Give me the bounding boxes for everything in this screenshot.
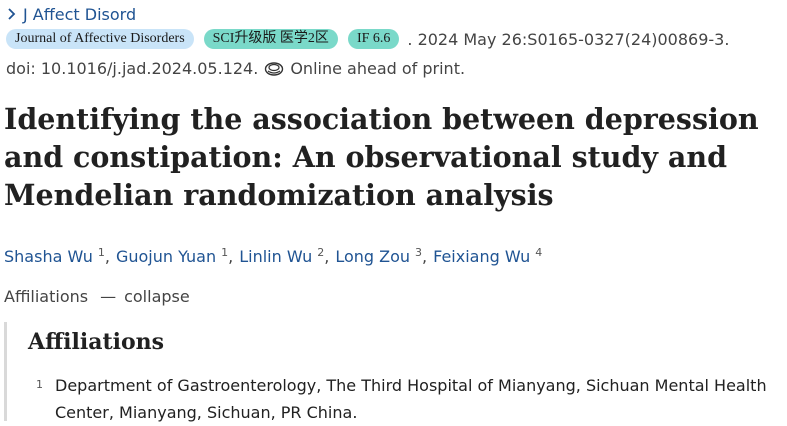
journal-link[interactable]: J Affect Disord	[6, 4, 136, 24]
author-affiliation-ref[interactable]: 4	[535, 246, 543, 259]
author-link[interactable]: Linlin Wu	[239, 247, 313, 266]
doi-row: doi: 10.1016/j.jad.2024.05.124. Online a…	[6, 57, 465, 79]
affiliation-text: Department of Gastroenterology, The Thir…	[55, 376, 767, 422]
author-link[interactable]: Feixiang Wu	[433, 247, 531, 266]
affiliations-toggle[interactable]: Affiliations — collapse	[4, 287, 190, 306]
author-affiliation-ref[interactable]: 3	[415, 246, 423, 259]
author-separator: ,	[228, 247, 234, 266]
author-link[interactable]: Shasha Wu	[4, 247, 93, 266]
toggle-dash: —	[100, 287, 117, 306]
online-print-icon	[265, 62, 284, 76]
sci-ranking-badge[interactable]: SCI升级版 医学2区	[203, 29, 338, 49]
affiliations-heading: Affiliations	[28, 329, 165, 355]
author-separator: ,	[422, 247, 428, 266]
author-link[interactable]: Guojun Yuan	[115, 247, 217, 266]
author-affiliation-ref[interactable]: 2	[317, 246, 325, 259]
journal-name-badge[interactable]: Journal of Affective Disorders	[6, 29, 194, 49]
badges-row: Journal of Affective Disorders SCI升级版 医学…	[6, 27, 729, 51]
authors-list: Shasha Wu 1, Guojun Yuan 1, Linlin Wu 2, Long …	[4, 246, 542, 266]
journal-link-label: J Affect Disord	[23, 4, 137, 24]
chevron-right-icon	[8, 8, 16, 20]
citation-date-pages: . 2024 May 26:S0165-0327(24)00869-3.	[407, 29, 730, 49]
impact-factor-badge[interactable]: IF 6.6	[347, 29, 400, 49]
author-link[interactable]: Long Zou	[335, 247, 411, 266]
author-affiliation-ref[interactable]: 1	[221, 246, 229, 259]
affiliations-toggle-label: Affiliations	[4, 287, 89, 306]
author-affiliation-ref[interactable]: 1	[97, 246, 105, 259]
collapse-link[interactable]: collapse	[124, 287, 190, 306]
publication-status: Online ahead of print.	[290, 58, 466, 78]
affiliation-number: 1	[36, 378, 43, 391]
affiliations-panel: Affiliations 1 Department of Gastroenter…	[4, 322, 784, 422]
doi-text: doi: 10.1016/j.jad.2024.05.124.	[6, 58, 259, 78]
article-title: Identifying the association between depr…	[4, 102, 759, 212]
author-separator: ,	[104, 247, 110, 266]
author-separator: ,	[324, 247, 330, 266]
